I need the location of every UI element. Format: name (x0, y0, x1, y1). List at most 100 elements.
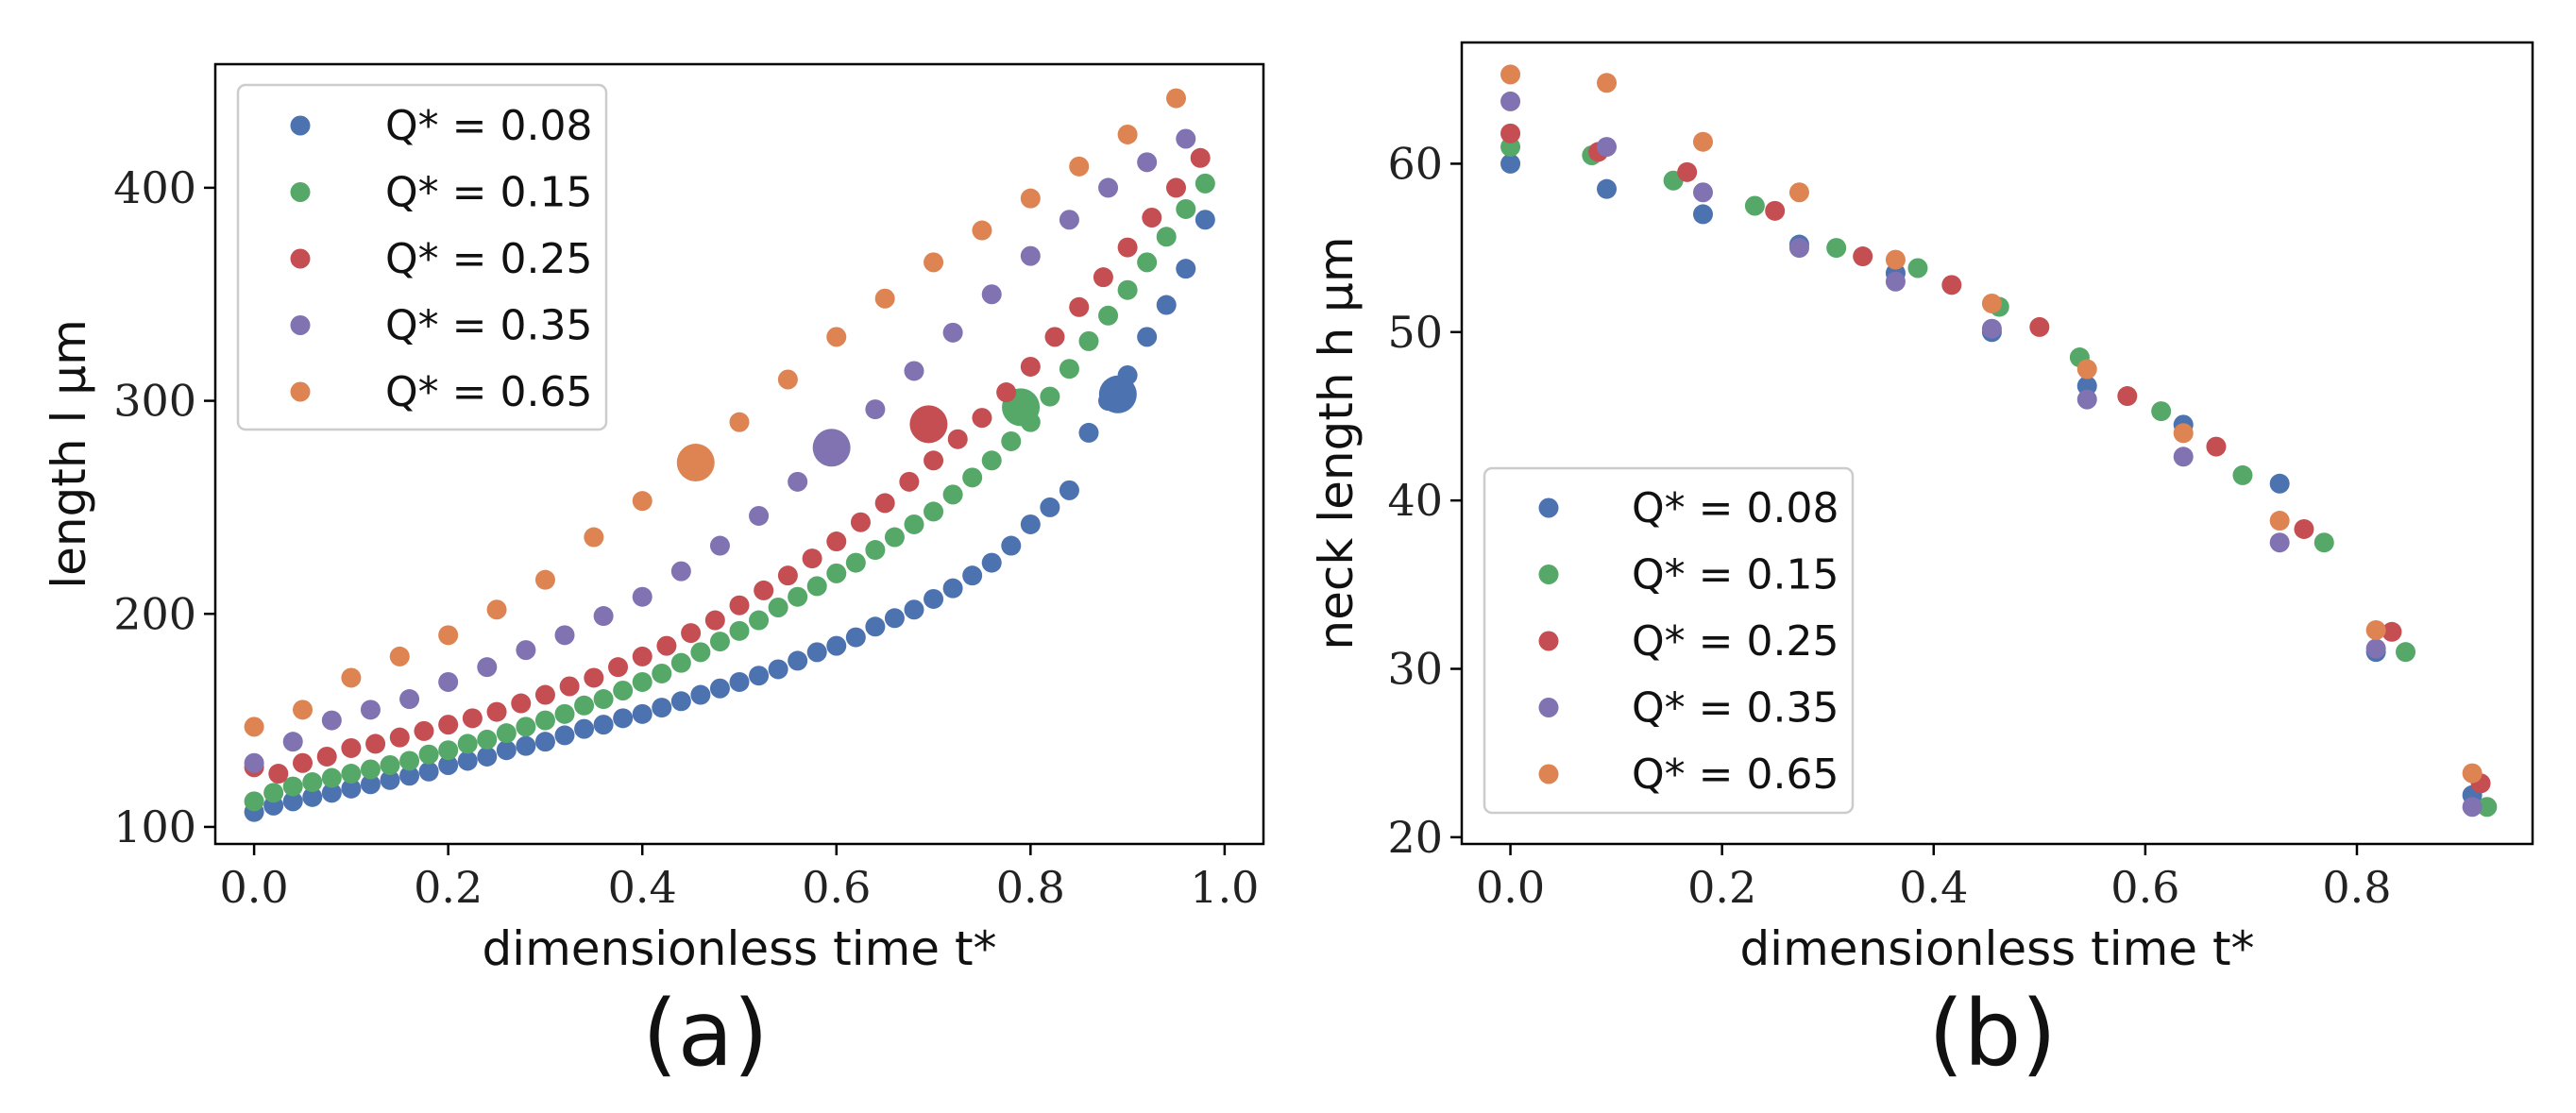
data-point (613, 708, 634, 729)
data-point (516, 717, 536, 737)
y-tick-label: 40 (1387, 475, 1443, 526)
data-point (1500, 123, 1521, 143)
plot-frame (1460, 41, 2534, 846)
data-point (904, 599, 924, 620)
data-point (632, 671, 652, 692)
panel-label: (a) (642, 981, 769, 1087)
data-point (360, 700, 381, 720)
data-point (1176, 128, 1196, 149)
x-tick-label: 0.0 (1476, 862, 1545, 913)
data-point (593, 606, 614, 627)
data-point (656, 635, 677, 656)
data-point (788, 471, 808, 492)
data-point (1500, 91, 1521, 111)
data-point (981, 450, 1002, 471)
legend-entry: Q* = 0.65 (385, 368, 592, 416)
data-point (282, 791, 303, 812)
data-point (670, 691, 691, 712)
data-point (1040, 386, 1060, 407)
data-point (341, 764, 362, 784)
legend-marker (290, 248, 311, 269)
data-point (1044, 327, 1065, 347)
data-point (321, 710, 342, 731)
data-point (380, 769, 400, 790)
data-point (244, 717, 264, 737)
highlight-point (909, 405, 948, 444)
data-point (1692, 204, 1713, 225)
data-point (1020, 514, 1041, 534)
x-tick-label: 0.8 (996, 862, 1065, 913)
data-point (981, 284, 1002, 305)
legend-marker (1538, 565, 1559, 584)
data-point (559, 676, 580, 697)
y-tick-label: 30 (1387, 644, 1443, 695)
data-point (729, 412, 750, 432)
legend-entry: Q* = 0.08 (385, 102, 592, 150)
data-point (293, 700, 313, 720)
data-point (874, 288, 895, 309)
data-point (302, 772, 323, 793)
data-point (1156, 227, 1177, 247)
y-tick-label: 400 (113, 162, 196, 213)
data-point (1500, 64, 1521, 85)
data-point (1001, 535, 1022, 556)
data-point (244, 791, 264, 812)
series-1 (244, 173, 1215, 812)
data-point (321, 767, 342, 788)
data-point (438, 715, 459, 735)
data-point (2173, 447, 2194, 467)
y-tick-label: 20 (1387, 812, 1443, 863)
data-point (496, 723, 517, 744)
data-point (845, 552, 866, 573)
x-tick-label: 0.2 (414, 862, 483, 913)
data-point (1137, 152, 1158, 173)
data-point (749, 505, 770, 526)
data-point (516, 735, 536, 756)
panel-b-chart: 0.0 0.2 0.4 0.6 0.8 20 30 40 50 60 dimensionless t… (1309, 41, 2534, 1087)
data-point (282, 776, 303, 797)
series-3 (1500, 91, 2483, 818)
data-point (554, 625, 575, 646)
data-point (613, 681, 634, 701)
legend-entry: Q* = 0.15 (1632, 551, 1839, 599)
data-point (1069, 296, 1090, 317)
data-point (690, 684, 711, 705)
data-point (608, 657, 629, 678)
legend-entry: Q* = 0.35 (385, 302, 592, 350)
data-point (924, 501, 944, 522)
data-point (729, 671, 750, 692)
data-point (904, 361, 924, 381)
data-point (729, 595, 750, 616)
data-point (2269, 511, 2290, 531)
data-point (1826, 238, 1847, 259)
data-point (321, 783, 342, 803)
x-tick-label: 0.8 (2322, 862, 2391, 913)
data-point (768, 659, 788, 680)
legend-entry: Q* = 0.08 (1632, 484, 1839, 532)
series-2 (1500, 123, 2491, 794)
data-point (282, 732, 303, 752)
data-point (1020, 245, 1041, 266)
data-point (438, 740, 459, 761)
data-point (690, 642, 711, 663)
data-point (2173, 423, 2194, 444)
data-point (749, 610, 770, 631)
data-point (942, 322, 963, 343)
data-point (534, 569, 555, 590)
data-point (414, 720, 434, 741)
data-point (947, 429, 968, 449)
data-point (1020, 356, 1041, 377)
data-point (1001, 430, 1022, 451)
data-point (1788, 238, 1809, 259)
x-tick-label: 0.4 (1899, 862, 1968, 913)
data-point (826, 327, 847, 347)
data-point (399, 750, 420, 771)
data-point (316, 746, 337, 767)
data-point (457, 734, 478, 754)
data-point (2462, 763, 2483, 784)
data-point (1885, 271, 1906, 292)
data-point (263, 783, 284, 803)
data-point (788, 650, 808, 671)
data-point (2477, 797, 2498, 818)
data-point (845, 627, 866, 648)
